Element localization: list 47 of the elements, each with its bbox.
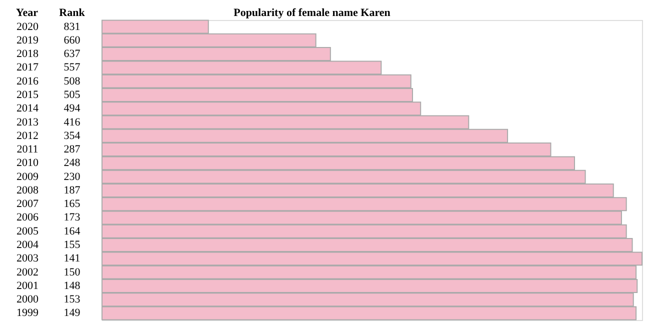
text: 155 [64, 239, 81, 252]
text: 248 [64, 157, 81, 170]
text: 508 [64, 75, 81, 88]
text: 164 [64, 225, 81, 238]
text: 637 [64, 48, 81, 60]
y-tick-label: 2010 [16, 157, 39, 170]
y-tick-label: 2002 [16, 266, 38, 278]
text: 148 [64, 280, 81, 292]
y-tick-label: 2013 [16, 116, 39, 128]
y-tick-label: 2012 [16, 130, 38, 142]
text: 494 [64, 102, 81, 115]
text: 141 [64, 252, 80, 265]
text: 505 [64, 88, 81, 101]
y-tick-label: 2005 [16, 225, 39, 238]
text: 165 [64, 198, 81, 210]
y-tick-label: 2004 [16, 239, 39, 252]
y-tick-label: 2020 [16, 20, 39, 33]
text: 416 [64, 116, 81, 128]
y-tick-label: 2011 [16, 144, 38, 156]
text: 287 [64, 144, 81, 156]
y-tick-label: 2007 [16, 198, 39, 210]
text: 230 [64, 170, 81, 183]
y-axis-title: Year [16, 7, 38, 19]
text: 149 [64, 307, 81, 320]
chart-title: Popularity of female name Karen [234, 7, 390, 19]
text: 153 [64, 294, 81, 306]
text: 173 [64, 212, 81, 224]
text: 831 [64, 20, 80, 33]
y-tick-label: 2003 [16, 252, 39, 265]
y-tick-label: 2006 [16, 212, 39, 224]
text: 660 [64, 34, 81, 46]
y-tick-label: 2016 [16, 75, 39, 88]
y-tick-label: 2014 [16, 102, 39, 115]
text: 354 [64, 130, 81, 142]
y-tick-label: 2018 [16, 48, 39, 60]
y-tick-label: 2009 [16, 170, 39, 183]
y-tick-label: 2000 [16, 294, 39, 306]
y-tick-label: 2019 [16, 34, 39, 46]
text: Rank [59, 7, 86, 19]
y-tick-label: 1999 [16, 307, 39, 320]
y-tick-label: 2008 [16, 184, 39, 196]
text: 187 [64, 184, 81, 196]
y-tick-label: 2017 [16, 62, 39, 74]
text: 557 [64, 62, 81, 74]
text: 150 [64, 266, 81, 278]
y-tick-label: 2015 [16, 88, 39, 101]
y-tick-label: 2001 [16, 280, 38, 292]
